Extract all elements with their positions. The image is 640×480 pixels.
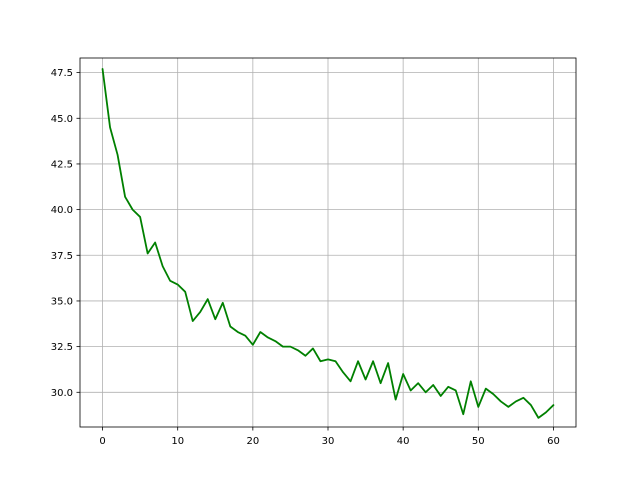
series-line <box>101 68 555 419</box>
series-layer <box>101 68 555 419</box>
grid-lines <box>80 58 576 427</box>
y-axis: 30.0 32.5 35.0 37.5 40.0 42.5 45.0 47.5 <box>51 68 80 399</box>
x-tick-label: 10 <box>171 436 184 447</box>
y-tick-label: 30.0 <box>51 388 73 399</box>
x-tick-label: 30 <box>322 436 335 447</box>
x-tick-label: 20 <box>246 436 259 447</box>
y-tick-label: 32.5 <box>51 342 73 353</box>
y-tick-label: 47.5 <box>51 68 73 79</box>
y-tick-label: 37.5 <box>51 251 73 262</box>
y-tick-label: 35.0 <box>51 296 73 307</box>
y-tick-label: 40.0 <box>51 205 73 216</box>
y-tick-label: 42.5 <box>51 159 73 170</box>
x-tick-label: 50 <box>472 436 485 447</box>
x-tick-label: 40 <box>397 436 410 447</box>
x-tick-label: 0 <box>99 436 105 447</box>
y-tick-label: 45.0 <box>51 114 73 125</box>
x-axis: 0 10 20 30 40 50 60 <box>99 427 560 447</box>
x-tick-label: 60 <box>547 436 560 447</box>
